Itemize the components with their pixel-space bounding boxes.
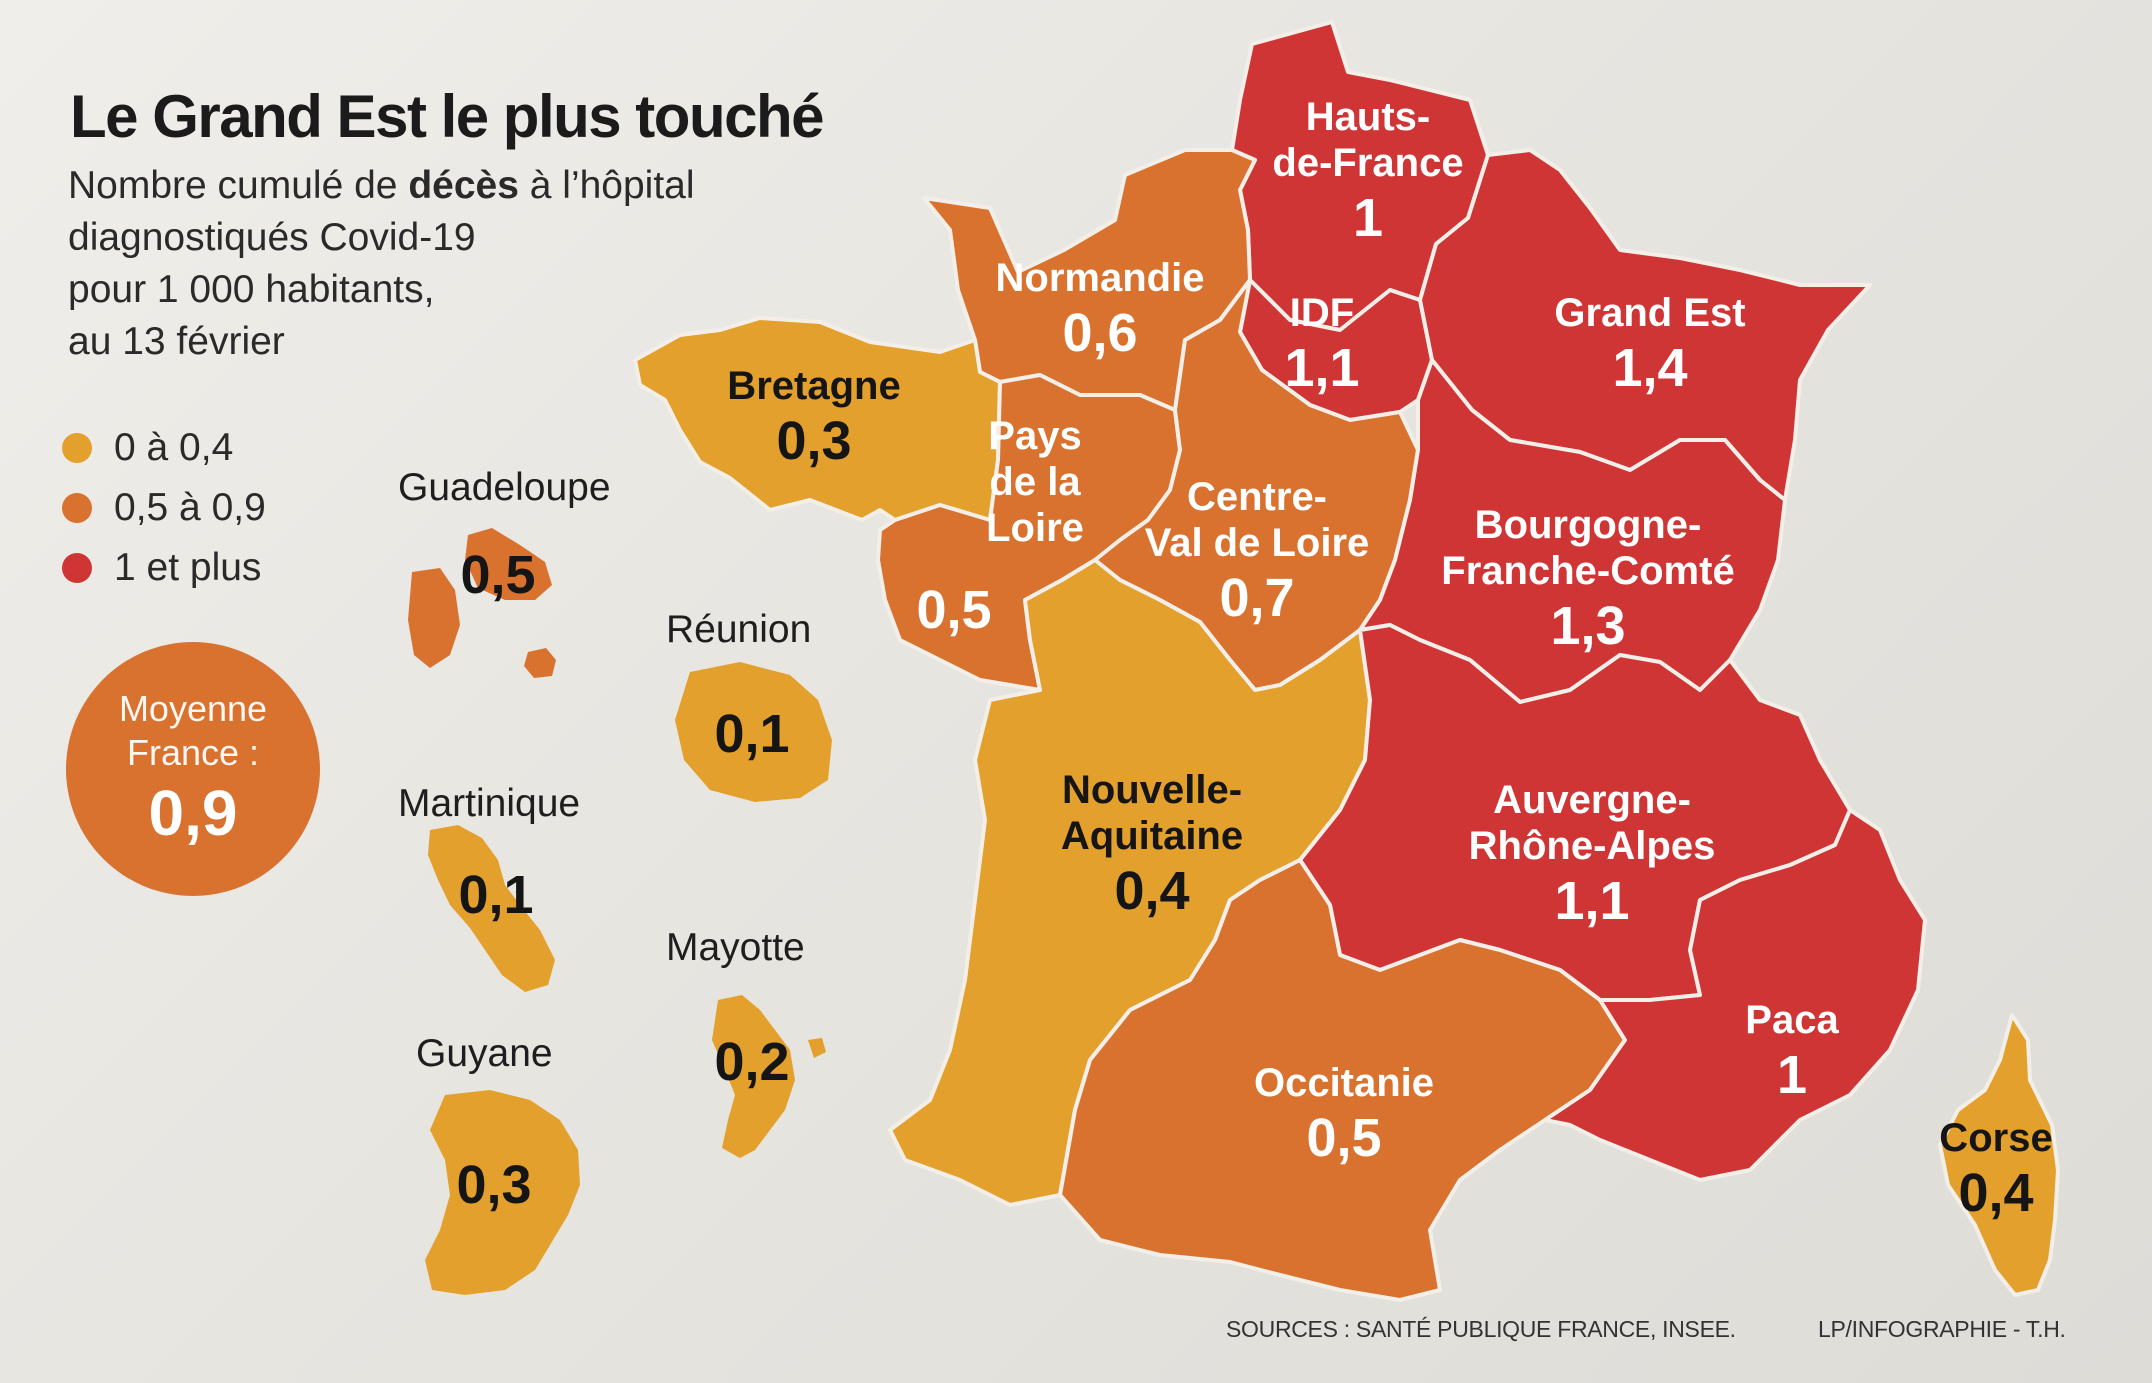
average-label-line-2: France : <box>126 732 260 773</box>
label-bretagne-name: Bretagne <box>727 364 901 408</box>
label-mayotte-name: Mayotte <box>666 926 805 969</box>
label-pays-de-la-loire: Pays de la Loire <box>986 413 1084 551</box>
subtitle-line-2: diagnostiqués Covid-19 <box>68 216 476 259</box>
label-normandie-name: Normandie <box>995 256 1205 300</box>
map-subtitle: Nombre cumulé de décès à l’hôpital diagn… <box>68 160 848 368</box>
label-auvergne-rhone-alpes-value: 1,1 <box>1554 871 1630 931</box>
legend-item-mid: 0,5 à 0,9 <box>62 478 266 538</box>
island-mayotte-small[interactable] <box>808 1038 826 1058</box>
subtitle-line-4: au 13 février <box>68 320 285 363</box>
island-reunion[interactable] <box>675 662 832 802</box>
label-guadeloupe-value: 0,5 <box>460 545 536 605</box>
label-nouvelle-aquitaine-name-2: Aquitaine <box>1060 814 1244 858</box>
label-guyane-value: 0,3 <box>456 1155 532 1215</box>
subtitle-line-1-start: Nombre cumulé de <box>68 164 409 207</box>
legend-item-high: 1 et plus <box>62 538 266 598</box>
label-auvergne-rhone-alpes-name-1: Auvergne- <box>1493 778 1691 822</box>
label-centre-val-de-loire-name-2: Val de Loire <box>1144 521 1370 565</box>
label-occitanie-name: Occitanie <box>1253 1061 1435 1105</box>
legend: 0 à 0,4 0,5 à 0,9 1 et plus <box>62 418 266 598</box>
label-idf: IDF 1,1 <box>1284 290 1359 400</box>
label-corse-value: 0,4 <box>1958 1163 2034 1223</box>
legend-dot-low <box>62 433 92 463</box>
label-centre-val-de-loire-value: 0,7 <box>1219 568 1295 628</box>
label-normandie-value: 0,6 <box>1062 303 1138 363</box>
label-pays-de-la-loire-name-1: Pays <box>988 414 1082 458</box>
legend-dot-mid <box>62 493 92 523</box>
island-guyane[interactable] <box>425 1090 580 1295</box>
average-label-line-1: Moyenne <box>118 688 268 729</box>
label-auvergne-rhone-alpes-name-2: Rhône-Alpes <box>1468 824 1716 868</box>
average-value: 0,9 <box>148 777 238 849</box>
label-bourgogne-franche-comte-name-1: Bourgogne- <box>1474 503 1702 547</box>
legend-label-low: 0 à 0,4 <box>114 426 234 469</box>
island-martinique[interactable] <box>428 825 555 992</box>
island-guadeloupe-small[interactable] <box>524 648 556 678</box>
label-normandie: Normandie 0,6 <box>996 255 1205 365</box>
label-bretagne: Bretagne 0,3 <box>727 363 900 473</box>
label-grand-est-value: 1,4 <box>1612 338 1688 398</box>
label-centre-val-de-loire: Centre- Val de Loire 0,7 <box>1145 474 1370 630</box>
label-nouvelle-aquitaine-value: 0,4 <box>1114 861 1190 921</box>
label-pays-de-la-loire-name-2: de la <box>989 460 1081 504</box>
subtitle-line-1-end: à l’hôpital <box>518 164 695 207</box>
label-paca-value: 1 <box>1776 1045 1808 1105</box>
subtitle-bold-word: décès <box>408 164 519 207</box>
label-paca-name: Paca <box>1745 998 1839 1042</box>
label-hauts-de-france: Hauts- de-France 1 <box>1272 94 1463 250</box>
island-guadeloupe-east[interactable] <box>465 528 552 600</box>
label-grand-est-name: Grand Est <box>1554 291 1746 335</box>
legend-dot-high <box>62 553 92 583</box>
label-martinique-name: Martinique <box>398 782 581 825</box>
label-bourgogne-franche-comte-value: 1,3 <box>1550 596 1626 656</box>
credit-note: LP/INFOGRAPHIE - T.H. <box>1818 1316 2066 1342</box>
label-idf-name: IDF <box>1289 291 1355 335</box>
legend-label-high: 1 et plus <box>114 546 262 589</box>
legend-label-mid: 0,5 à 0,9 <box>114 486 266 529</box>
label-corse-name: Corse <box>1939 1116 2053 1160</box>
label-bretagne-value: 0,3 <box>776 411 852 471</box>
label-reunion-value: 0,1 <box>714 704 790 764</box>
label-idf-value: 1,1 <box>1284 338 1360 398</box>
label-centre-val-de-loire-name-1: Centre- <box>1186 475 1328 519</box>
subtitle-line-1: Nombre cumulé de décès à l’hôpital <box>68 160 848 212</box>
label-pays-de-la-loire-value-text: 0,5 <box>916 580 992 640</box>
label-grand-est: Grand Est 1,4 <box>1554 290 1745 400</box>
label-martinique-value: 0,1 <box>458 865 534 925</box>
label-guyane-name: Guyane <box>416 1032 553 1075</box>
label-bourgogne-franche-comte: Bourgogne- Franche-Comté 1,3 <box>1441 502 1734 658</box>
label-pays-de-la-loire-value: 0,5 <box>916 578 991 642</box>
label-corse: Corse 0,4 <box>1939 1115 2052 1225</box>
label-auvergne-rhone-alpes: Auvergne- Rhône-Alpes 1,1 <box>1469 777 1716 933</box>
label-bourgogne-franche-comte-name-2: Franche-Comté <box>1441 549 1735 593</box>
region-occitanie[interactable] <box>1058 858 1627 1302</box>
region-paca[interactable] <box>1543 808 1927 1182</box>
label-hauts-de-france-name-1: Hauts- <box>1305 95 1431 139</box>
label-nouvelle-aquitaine: Nouvelle- Aquitaine 0,4 <box>1061 767 1243 923</box>
label-nouvelle-aquitaine-name-1: Nouvelle- <box>1061 768 1243 812</box>
label-hauts-de-france-value: 1 <box>1352 188 1384 248</box>
label-reunion-name: Réunion <box>666 608 812 651</box>
label-hauts-de-france-name-2: de-France <box>1272 141 1464 185</box>
label-paca: Paca 1 <box>1745 997 1838 1107</box>
subtitle-line-3: pour 1 000 habitants, <box>68 268 435 311</box>
label-occitanie: Occitanie 0,5 <box>1254 1060 1434 1170</box>
legend-item-low: 0 à 0,4 <box>62 418 266 478</box>
region-corse[interactable] <box>1938 1013 2060 1297</box>
island-mayotte[interactable] <box>712 995 795 1158</box>
island-guadeloupe-west[interactable] <box>408 568 460 668</box>
map-title: Le Grand Est le plus touché <box>70 83 824 150</box>
sources-note: SOURCES : SANTÉ PUBLIQUE FRANCE, INSEE. <box>1226 1316 1736 1342</box>
label-occitanie-value: 0,5 <box>1306 1108 1382 1168</box>
label-guadeloupe-name: Guadeloupe <box>398 466 611 509</box>
average-badge: Moyenne France : 0,9 <box>66 642 320 896</box>
label-pays-de-la-loire-name-3: Loire <box>986 506 1084 550</box>
label-mayotte-value: 0,2 <box>714 1032 790 1092</box>
